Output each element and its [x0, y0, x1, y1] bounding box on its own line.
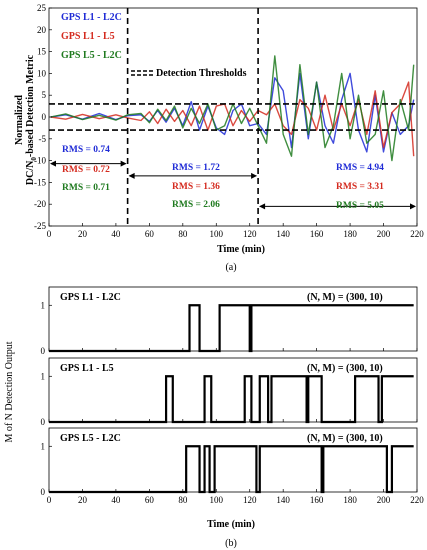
- y-tick-label-a: -5: [39, 134, 47, 144]
- x-tick-label-a: 140: [276, 229, 290, 239]
- detection-step-line: [49, 304, 414, 353]
- x-tick-label-b: 0: [47, 495, 52, 505]
- x-axis-label-b: Time (min): [207, 519, 255, 530]
- subplot-frame: [48, 427, 418, 493]
- subplot-title: GPS L1 - L5: [60, 363, 114, 374]
- legend-entry-green: GPS L5 - L2C: [61, 50, 122, 61]
- rms-label-green: RMS = 5.05: [336, 201, 384, 211]
- y-tick-label-a: 25: [37, 3, 47, 13]
- chart-b: 0 1 GPS L1 - L2C (N, M) = (300, 10) 0 1 GPS L1…: [4, 286, 424, 549]
- overlay-group-a: GPS L1 - L2C GPS L1 - L5 GPS L5 - L2C Detec…: [49, 8, 417, 226]
- x-tick-label-a: 80: [178, 229, 188, 239]
- axes-a: 0 20 40 60 80 100 120 140 160 180 200 220-25-20-15-…: [34, 3, 424, 239]
- x-tick-label-a: 220: [410, 229, 424, 239]
- x-tick-label-a: 200: [377, 229, 391, 239]
- panel-label-b: (b): [225, 538, 237, 549]
- x-tick-label-a: 120: [243, 229, 257, 239]
- rms-label-blue: RMS = 1.72: [172, 163, 220, 173]
- series-line-green: [50, 55, 415, 162]
- x-tick-label-a: 100: [210, 229, 224, 239]
- y-tick-label-b: 0: [41, 487, 46, 497]
- y-axis-label-a: Normalized DC/N0-based Detection Metric: [14, 54, 38, 185]
- y-tick-label-a: -20: [34, 199, 46, 209]
- series-line-blue: [50, 72, 415, 153]
- rms-label-blue: RMS = 0.74: [62, 145, 110, 155]
- arrow-head: [259, 203, 266, 210]
- y-tick-label-a: 0: [42, 112, 47, 122]
- subplot-param-label: (N, M) = (300, 10): [307, 363, 383, 374]
- y-tick-label-a: 20: [37, 25, 47, 35]
- x-tick-label-a: 40: [111, 229, 121, 239]
- series-group-a: [50, 55, 415, 162]
- arrow-head: [410, 203, 416, 210]
- x-tick-label-a: 180: [343, 229, 357, 239]
- y-axis-label-line1: Normalized: [14, 95, 25, 145]
- x-tick-label-b: 180: [343, 495, 357, 505]
- y-tick-label-b: 1: [41, 441, 46, 451]
- legend-entry-blue: GPS L1 - L2C: [61, 12, 122, 23]
- x-tick-label-a: 60: [145, 229, 155, 239]
- x-tick-label-b: 220: [410, 495, 424, 505]
- rms-label-red: RMS = 3.31: [336, 182, 384, 192]
- detection-step-line: [49, 445, 414, 494]
- subplot-title: GPS L5 - L2C: [60, 433, 121, 444]
- x-tick-label-b: 160: [310, 495, 324, 505]
- y-axis-label-line2: DC/N0-based Detection Metric: [25, 54, 38, 185]
- legend-entry-red: GPS L1 - L5: [61, 31, 115, 42]
- y-tick-label-a: 10: [37, 68, 47, 78]
- chart-a: GPS L1 - L2C GPS L1 - L5 GPS L5 - L2C Detec…: [14, 3, 424, 273]
- y-tick-label-a: -10: [34, 156, 46, 166]
- x-tick-label-b: 60: [145, 495, 155, 505]
- arrow-head: [50, 160, 56, 167]
- y-axis-label-sub: 0: [30, 157, 38, 161]
- arrow-head: [128, 172, 135, 179]
- subplot-frame: [48, 286, 418, 352]
- y-tick-label-a: -25: [34, 221, 46, 231]
- x-tick-label-b: 120: [243, 495, 257, 505]
- arrow-head: [251, 172, 258, 179]
- y-axis-label-b: M of N Detection Output: [4, 341, 15, 442]
- panel-label-a: (a): [225, 262, 236, 273]
- arrow-head: [120, 160, 127, 167]
- x-tick-label-a: 0: [47, 229, 52, 239]
- rms-label-green: RMS = 2.06: [172, 200, 220, 210]
- y-tick-label-b: 1: [41, 300, 46, 310]
- y-tick-label-a: 5: [42, 90, 47, 100]
- x-tick-label-b: 20: [78, 495, 88, 505]
- subplot-title: GPS L1 - L2C: [60, 292, 121, 303]
- rms-label-red: RMS = 0.72: [62, 165, 110, 175]
- subplot-param-label: (N, M) = (300, 10): [307, 292, 383, 303]
- y-tick-label-b: 1: [41, 371, 46, 381]
- rms-label-green: RMS = 0.71: [62, 183, 110, 193]
- y-axis-label-rest: -based Detection Metric: [25, 54, 36, 157]
- detection-step-line: [49, 375, 414, 424]
- x-tick-label-b: 40: [111, 495, 121, 505]
- y-tick-label-b: 0: [41, 417, 46, 427]
- y-tick-label-a: 15: [37, 47, 47, 57]
- x-tick-label-a: 20: [78, 229, 88, 239]
- x-tick-label-b: 80: [178, 495, 188, 505]
- x-tick-label-b: 100: [210, 495, 224, 505]
- x-tick-label-b: 140: [276, 495, 290, 505]
- y-axis-label-main: DC/N: [25, 160, 36, 185]
- rms-label-blue: RMS = 4.94: [336, 163, 384, 173]
- legend-entry-threshold: Detection Thresholds: [156, 68, 247, 79]
- x-tick-label-a: 160: [310, 229, 324, 239]
- y-tick-label-b: 0: [41, 346, 46, 356]
- x-tick-label-b: 200: [377, 495, 391, 505]
- subplots-b: 0 1 GPS L1 - L2C (N, M) = (300, 10) 0 1 GPS L1…: [41, 286, 424, 505]
- x-axis-label-a: Time (min): [217, 244, 265, 255]
- rms-label-red: RMS = 1.36: [172, 182, 220, 192]
- y-tick-label-a: -15: [34, 177, 46, 187]
- subplot-param-label: (N, M) = (300, 10): [307, 433, 383, 444]
